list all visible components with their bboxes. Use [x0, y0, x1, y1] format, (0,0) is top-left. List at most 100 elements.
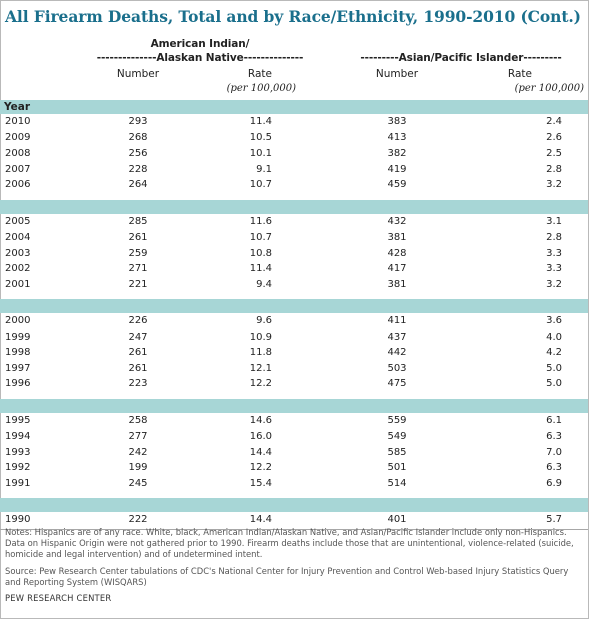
group-header-asian-line: ---------Asian/Pacific Islander---------	[360, 52, 562, 64]
group-header-american-indian-line2: --------------Alaskan Native------------…	[96, 52, 304, 64]
api-number-cell: 413	[387, 132, 407, 144]
data-table: Year 2010 293 11.4 383 2.4 2009 268 10.5 413 2.6 2…	[0, 100, 588, 530]
year-cell: 1996	[5, 378, 31, 390]
table-row: 2001 221 9.4 381 3.2	[0, 277, 588, 293]
api-rate-cell: 6.3	[546, 431, 562, 443]
table-row: 2008 256 10.1 382 2.5	[0, 146, 588, 162]
ai-number-cell: 242	[128, 446, 148, 458]
ai-rate-cell: 9.6	[256, 315, 272, 327]
table-row: 2009 268 10.5 413 2.6	[0, 130, 588, 146]
year-band: Year	[0, 100, 588, 114]
ai-rate-cell: 14.4	[249, 514, 272, 526]
ai-number-cell: 261	[128, 347, 148, 359]
api-rate-cell: 4.2	[546, 347, 562, 359]
ai-number-cell: 277	[128, 431, 148, 443]
notes-text: Notes: Hispanics are of any race. White,…	[5, 527, 574, 559]
api-rate-cell: 7.0	[546, 446, 562, 458]
year-cell: 2008	[5, 147, 31, 159]
api-rate-cell: 2.4	[546, 116, 562, 127]
api-rate-cell: 3.3	[546, 263, 562, 275]
ai-rate-cell: 10.8	[249, 247, 272, 259]
table-row: 2000 226 9.6 411 3.6	[0, 313, 588, 329]
table-row: 2002 271 11.4 417 3.3	[0, 261, 588, 277]
ai-rate-cell: 10.5	[249, 132, 272, 144]
api-number-cell: 501	[387, 462, 407, 474]
year-cell: 1997	[5, 362, 31, 374]
ai-number-cell: 268	[128, 132, 148, 144]
ai-number-cell: 199	[128, 462, 148, 474]
api-rate-cell: 2.8	[546, 231, 562, 243]
ai-number-cell: 222	[128, 514, 148, 526]
api-number-cell: 585	[387, 446, 407, 458]
api-number-cell: 432	[387, 215, 407, 227]
ai-rate-cell: 10.1	[249, 147, 272, 159]
ai-number-cell: 261	[128, 362, 148, 374]
ai-number-cell: 223	[128, 378, 148, 390]
year-cell: 1995	[5, 414, 31, 426]
api-number-cell: 475	[387, 378, 407, 390]
ai-number-cell: 285	[128, 215, 148, 227]
ai-rate-cell: 11.4	[249, 116, 272, 127]
table-row: 1995 258 14.6 559 6.1	[0, 413, 588, 429]
ai-number-cell: 228	[128, 163, 148, 175]
year-cell: 2004	[5, 231, 31, 243]
ai-rate-cell: 12.2	[249, 378, 272, 390]
separator-band	[0, 299, 588, 314]
table-row: 1990 222 14.4 401 5.7	[0, 512, 588, 528]
year-cell: 2001	[5, 278, 31, 290]
table-row: 1991 245 15.4 514 6.9	[0, 476, 588, 492]
api-rate-cell: 3.1	[546, 215, 562, 227]
ai-number-cell: 258	[128, 414, 148, 426]
ai-rate-cell: 11.8	[249, 347, 272, 359]
api-rate-cell: 2.5	[546, 147, 562, 159]
table-row: 1996 223 12.2 475 5.0	[0, 376, 588, 392]
ai-rate-cell: 11.4	[249, 263, 272, 275]
table-row: 2003 259 10.8 428 3.3	[0, 246, 588, 262]
credit-text: PEW RESEARCH CENTER	[5, 593, 112, 603]
api-rate-cell: 3.2	[546, 278, 562, 290]
api-number-cell: 514	[387, 477, 407, 489]
ai-rate-cell: 16.0	[249, 431, 272, 443]
table-row: 1997 261 12.1 503 5.0	[0, 361, 588, 377]
ai-number-cell: 293	[128, 116, 148, 127]
api-rate-cell: 3.3	[546, 247, 562, 259]
separator-band	[0, 398, 588, 413]
year-cell: 2003	[5, 247, 31, 259]
column-header-ai-rate: Rate	[247, 68, 272, 80]
ai-rate-cell: 12.2	[249, 462, 272, 474]
year-cell: 2002	[5, 263, 31, 275]
ai-number-cell: 264	[128, 179, 148, 191]
ai-number-cell: 247	[128, 331, 148, 343]
ai-rate-cell: 14.6	[249, 414, 272, 426]
ai-rate-cell: 15.4	[249, 477, 272, 489]
table-row: 2005 285 11.6 432 3.1	[0, 214, 588, 230]
ai-rate-cell: 9.1	[256, 163, 272, 175]
api-number-cell: 459	[387, 179, 407, 191]
year-cell: 1998	[5, 347, 31, 359]
separator-band	[0, 498, 588, 513]
table-row: 2006 264 10.7 459 3.2	[0, 177, 588, 193]
year-cell: 1993	[5, 446, 31, 458]
group-header-american-indian: American Indian/ --------------Alaskan N…	[80, 37, 320, 65]
api-rate-cell: 4.0	[546, 331, 562, 343]
year-cell: 1999	[5, 331, 31, 343]
ai-number-cell: 256	[128, 147, 148, 159]
source-text: Source: Pew Research Center tabulations …	[5, 566, 569, 587]
api-number-cell: 442	[387, 347, 407, 359]
year-cell: 1992	[5, 462, 31, 474]
api-number-cell: 381	[387, 278, 407, 290]
api-rate-cell: 5.0	[546, 362, 562, 374]
ai-rate-cell: 12.1	[249, 362, 272, 374]
table-row: 2010 293 11.4 383 2.4	[0, 114, 588, 130]
ai-number-cell: 271	[128, 263, 148, 275]
year-cell: 2005	[5, 215, 31, 227]
table-row: 2007 228 9.1 419 2.8	[0, 162, 588, 178]
api-rate-cell: 6.9	[546, 477, 562, 489]
api-number-cell: 383	[387, 116, 407, 127]
year-cell: 2000	[5, 315, 31, 327]
api-number-cell: 411	[387, 315, 407, 327]
table-row: 1994 277 16.0 549 6.3	[0, 429, 588, 445]
api-number-cell: 549	[387, 431, 407, 443]
api-rate-cell: 2.6	[546, 132, 562, 144]
column-header-api-rate: Rate	[507, 68, 532, 80]
